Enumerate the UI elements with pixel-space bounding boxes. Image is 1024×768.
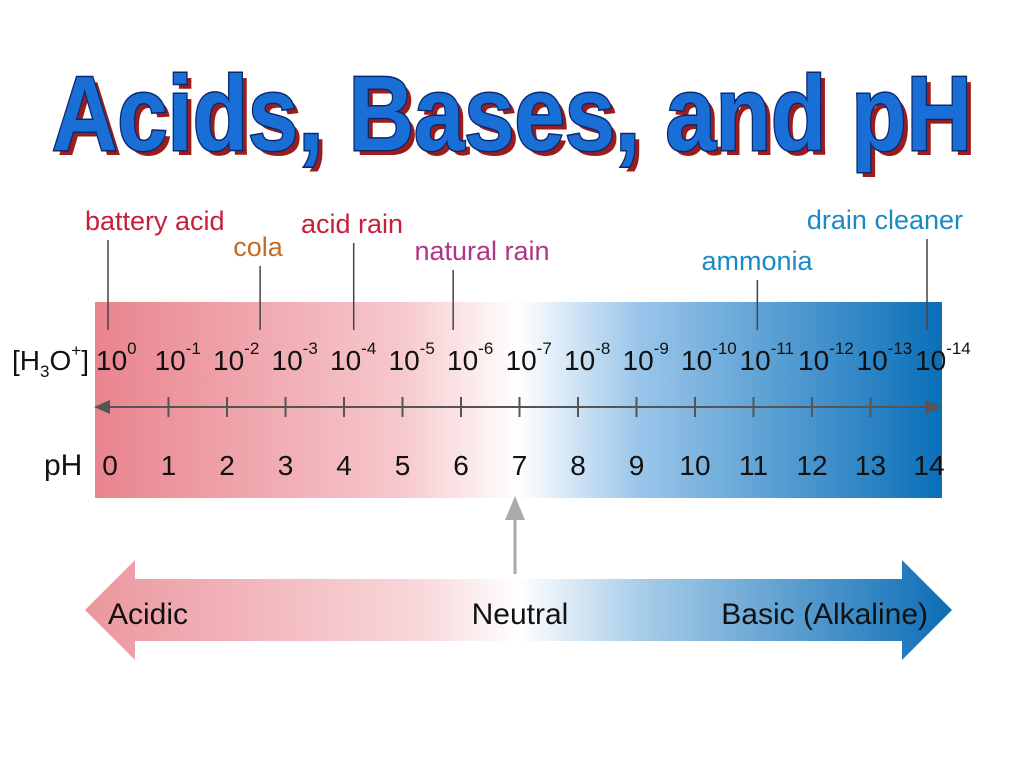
axis-arrow-right — [926, 400, 942, 414]
concentration-label: 10-13 — [857, 339, 913, 376]
page-title: Acids, Bases, and pH — [52, 55, 972, 173]
ph-row-label: pH — [44, 449, 82, 482]
acidic-label: Acidic — [108, 598, 188, 631]
concentration-base: 10 — [915, 345, 946, 376]
concentration-label: 10-3 — [272, 339, 318, 376]
bracket-close: ] — [81, 345, 89, 376]
concentration-exponent: -1 — [186, 339, 201, 358]
title-banner: Acids, Bases, and pH Acids, Bases, and p… — [51, 54, 978, 179]
substance-labels: battery acid cola acid rain natural rain amm… — [85, 205, 963, 330]
concentration-label: 10-9 — [623, 339, 669, 376]
concentration-exponent: -4 — [361, 339, 376, 358]
concentration-base: 10 — [564, 345, 595, 376]
substance-label: natural rain — [414, 236, 549, 266]
concentration-base: 10 — [155, 345, 186, 376]
concentration-exponent: -8 — [595, 339, 610, 358]
concentration-label: 100 — [96, 339, 137, 376]
ph-value-label: 11 — [739, 450, 768, 481]
substance-label: drain cleaner — [807, 205, 963, 235]
concentration-base: 10 — [330, 345, 361, 376]
ph-values-row: 0 1 2 3 4 5 6 7 8 9 10 11 12 13 14 — [102, 450, 944, 481]
concentration-exponent: -2 — [244, 339, 259, 358]
concentration-row: 100 10-1 10-2 10-3 10-4 10-5 10-6 10-7 10-8 10-9 1… — [96, 339, 971, 376]
ph-value-label: 12 — [796, 450, 827, 481]
ph-value-label: 8 — [570, 450, 586, 481]
concentration-exponent: 0 — [127, 339, 136, 358]
concentration-exponent: -3 — [303, 339, 318, 358]
ph-diagram: battery acid cola acid rain natural rain amm… — [12, 205, 971, 660]
substance-label: cola — [233, 232, 284, 262]
concentration-base: 10 — [681, 345, 712, 376]
ph-value-label: 0 — [102, 450, 118, 481]
concentration-base: 10 — [506, 345, 537, 376]
h3o-sup: + — [71, 341, 81, 360]
concentration-base: 10 — [857, 345, 888, 376]
concentration-exponent: -14 — [946, 339, 971, 358]
h3o-row-label: [H3O+] — [12, 341, 89, 381]
concentration-label: 10-6 — [447, 339, 493, 376]
h3o-h: H — [20, 345, 40, 376]
concentration-base: 10 — [389, 345, 420, 376]
substance-label: ammonia — [701, 246, 813, 276]
basic-label: Basic (Alkaline) — [721, 598, 928, 631]
concentration-label: 10-11 — [740, 339, 794, 376]
concentration-label: 10-4 — [330, 339, 376, 376]
ph-value-label: 5 — [395, 450, 411, 481]
concentration-label: 10-14 — [915, 339, 971, 376]
concentration-label: 10-10 — [681, 339, 737, 376]
concentration-label: 10-1 — [155, 339, 201, 376]
ph-value-label: 9 — [629, 450, 645, 481]
neutral-pointer — [505, 496, 525, 574]
substance-label: acid rain — [301, 209, 403, 239]
concentration-label: 10-5 — [389, 339, 435, 376]
concentration-exponent: -6 — [478, 339, 493, 358]
ph-value-label: 14 — [913, 450, 944, 481]
ph-value-label: 6 — [453, 450, 469, 481]
concentration-exponent: -7 — [537, 339, 552, 358]
concentration-base: 10 — [272, 345, 303, 376]
concentration-label: 10-7 — [506, 339, 552, 376]
concentration-base: 10 — [623, 345, 654, 376]
ph-value-label: 13 — [855, 450, 886, 481]
ph-value-label: 7 — [512, 450, 528, 481]
concentration-base: 10 — [213, 345, 244, 376]
ph-value-label: 3 — [278, 450, 294, 481]
concentration-exponent: -11 — [771, 339, 794, 358]
h3o-o: O — [49, 345, 71, 376]
bracket-open: [ — [12, 345, 20, 376]
concentration-label: 10-8 — [564, 339, 610, 376]
concentration-base: 10 — [447, 345, 478, 376]
substance-label: battery acid — [85, 206, 225, 236]
neutral-label: Neutral — [472, 598, 569, 631]
concentration-base: 10 — [798, 345, 829, 376]
concentration-exponent: -10 — [712, 339, 737, 358]
acid-base-scale-arrow — [85, 560, 952, 660]
concentration-base: 10 — [740, 345, 771, 376]
ph-value-label: 1 — [161, 450, 177, 481]
concentration-exponent: -9 — [654, 339, 669, 358]
ph-value-label: 4 — [336, 450, 352, 481]
ph-value-label: 10 — [679, 450, 710, 481]
axis-arrow-left — [94, 400, 110, 414]
concentration-label: 10-2 — [213, 339, 259, 376]
concentration-exponent: -13 — [888, 339, 913, 358]
concentration-exponent: -12 — [829, 339, 854, 358]
concentration-exponent: -5 — [420, 339, 435, 358]
h3o-sub: 3 — [40, 362, 49, 381]
ph-value-label: 2 — [219, 450, 235, 481]
concentration-label: 10-12 — [798, 339, 854, 376]
page-title-shadow: Acids, Bases, and pH — [57, 60, 977, 178]
concentration-base: 10 — [96, 345, 127, 376]
ph-axis — [94, 397, 942, 417]
